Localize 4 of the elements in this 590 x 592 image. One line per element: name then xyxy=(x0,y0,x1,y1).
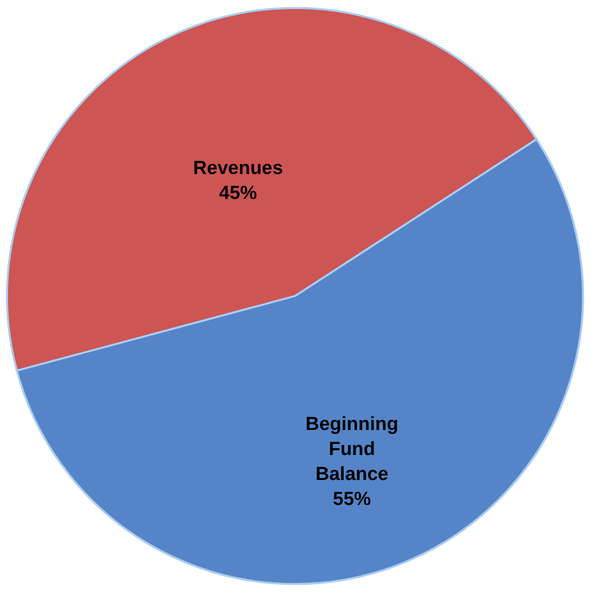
slice-label: Revenues xyxy=(193,158,283,180)
data-label: 55% xyxy=(332,488,372,510)
data-label: 45% xyxy=(219,183,258,204)
slice-label: Beginning Fund Balance xyxy=(306,414,398,485)
